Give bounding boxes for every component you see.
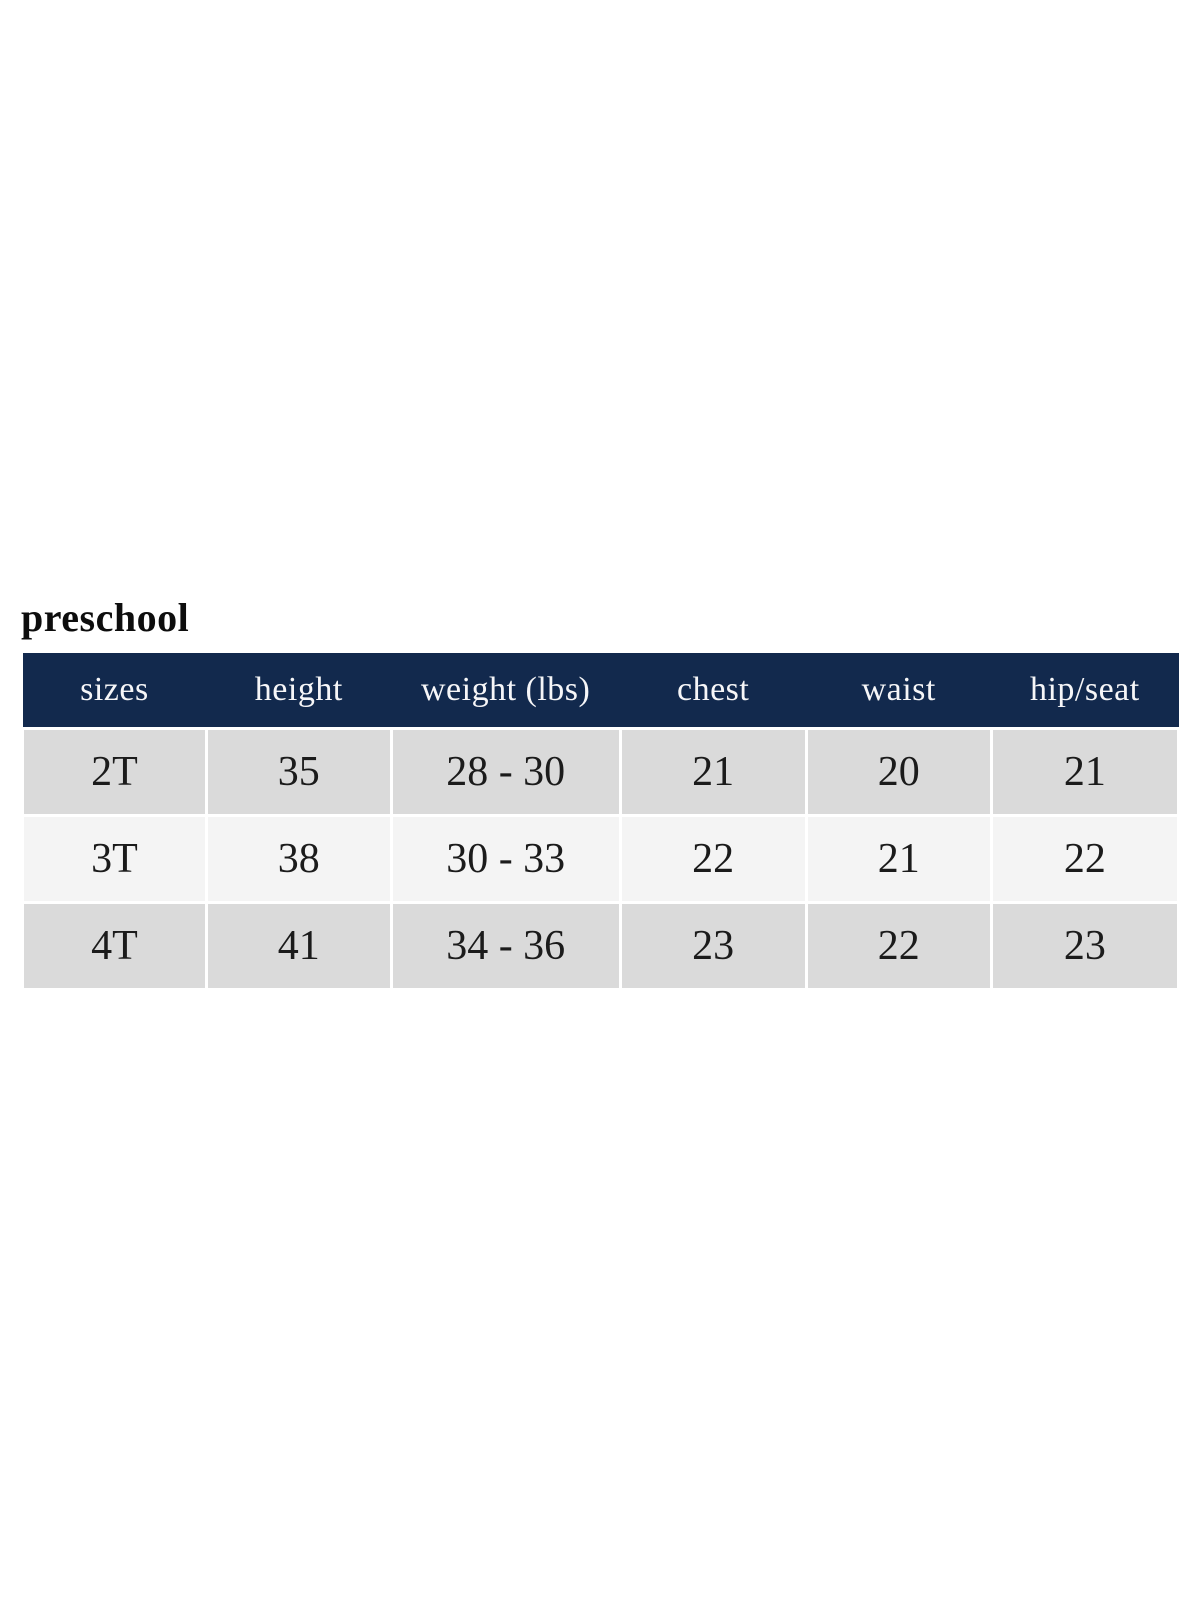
table-cell-size: 2T [21, 727, 208, 817]
page-title: preschool [21, 595, 190, 640]
column-header-height: height [206, 653, 392, 729]
table-cell-height: 38 [204, 814, 393, 904]
table-row-3t: 3T 38 30 - 33 22 21 22 [21, 814, 1181, 904]
table-cell-waist: 21 [804, 814, 993, 904]
table-row-4t: 4T 41 34 - 36 23 22 23 [21, 901, 1181, 991]
table-cell-hipseat: 21 [989, 727, 1181, 817]
table-cell-height: 41 [204, 901, 393, 991]
size-chart-section: preschool sizes height weight (lbs) ches… [21, 594, 1181, 991]
table-cell-height: 35 [204, 727, 393, 817]
table-cell-size: 3T [21, 814, 208, 904]
table-cell-hipseat: 22 [989, 814, 1181, 904]
column-header-chest: chest [620, 653, 807, 729]
table-cell-size: 4T [21, 901, 208, 991]
table-header-row: sizes height weight (lbs) chest waist hi… [22, 653, 1179, 729]
column-header-sizes: sizes [22, 653, 207, 729]
table-cell-chest: 21 [618, 727, 808, 817]
table-cell-hipseat: 23 [989, 901, 1181, 991]
table-cell-weight: 34 - 36 [389, 901, 622, 991]
column-header-waist: waist [806, 653, 992, 729]
table-cell-weight: 30 - 33 [389, 814, 622, 904]
size-chart-table: sizes height weight (lbs) chest waist hi… [21, 653, 1181, 991]
table-cell-weight: 28 - 30 [389, 727, 622, 817]
table-cell-chest: 23 [618, 901, 808, 991]
table-cell-waist: 22 [804, 901, 993, 991]
column-header-weight: weight (lbs) [391, 653, 621, 729]
table-cell-chest: 22 [618, 814, 808, 904]
table-row-2t: 2T 35 28 - 30 21 20 21 [21, 727, 1181, 817]
column-header-hip-seat: hip/seat [991, 653, 1179, 729]
table-cell-waist: 20 [804, 727, 993, 817]
